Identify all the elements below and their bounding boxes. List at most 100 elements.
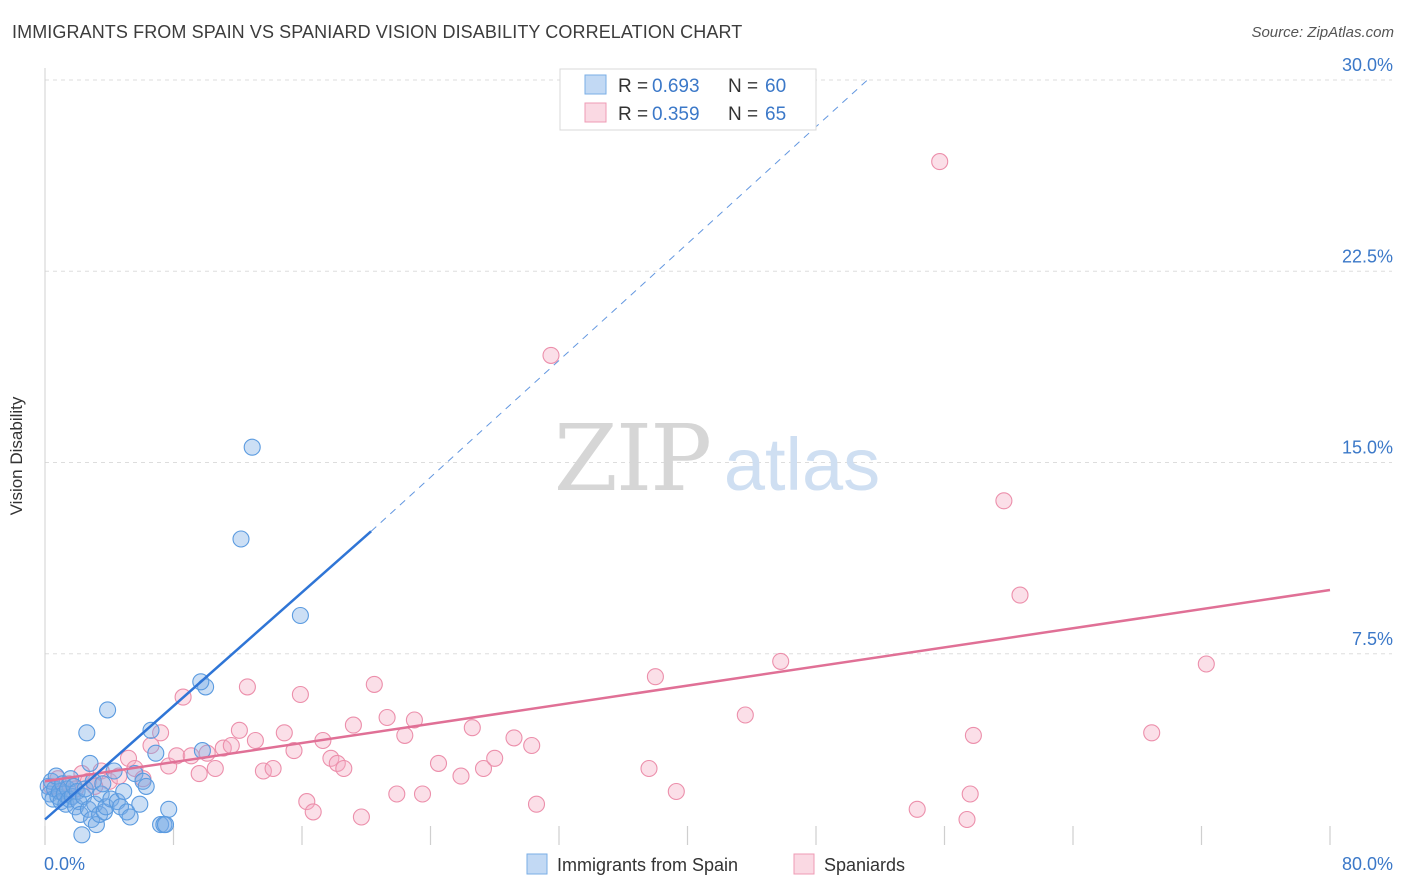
chart-title: IMMIGRANTS FROM SPAIN VS SPANIARD VISION… (12, 22, 743, 42)
data-point-pink (772, 652, 790, 670)
data-point-pink (335, 759, 353, 778)
data-point-blue (118, 803, 136, 821)
data-point-pink (667, 782, 685, 801)
data-point-pink (452, 767, 470, 785)
data-point-pink (378, 708, 396, 727)
legend-series-pink-label: Spaniards (824, 855, 905, 875)
data-point-pink (264, 759, 282, 778)
data-point-blue (121, 808, 139, 826)
data-point-pink (542, 346, 560, 364)
legend-bottom-swatch-pink (793, 853, 815, 875)
y-tick-label: 30.0% (1342, 55, 1393, 75)
y-tick-label: 15.0% (1342, 438, 1393, 458)
data-point-blue (78, 724, 96, 742)
data-point-blue (81, 754, 99, 772)
trend-line-pink (44, 588, 1331, 783)
data-point-pink (413, 785, 432, 803)
data-point-blue (73, 826, 91, 844)
legend-r-label-pink: R = (618, 104, 648, 125)
trend-line-blue-extension (370, 79, 868, 532)
data-point-blue (94, 775, 112, 793)
data-point-pink (958, 810, 976, 829)
data-point-blue (99, 701, 117, 719)
data-point-blue (131, 795, 149, 813)
data-point-pink (285, 742, 303, 760)
data-point-blue (243, 438, 261, 456)
legend-n-value-blue: 60 (765, 76, 786, 97)
legend-r-label-blue: R = (618, 76, 648, 97)
data-point-pink (291, 685, 309, 704)
watermark-atlas: atlas (724, 423, 880, 506)
data-point-pink (190, 765, 208, 783)
data-point-pink (405, 711, 423, 729)
legend-series: Immigrants from Spain Spaniards (526, 853, 905, 875)
legend-bottom-swatch-blue (526, 853, 548, 875)
data-point-blue (134, 772, 152, 790)
data-point-pink (995, 492, 1013, 510)
data-point-pink (388, 785, 406, 803)
data-point-blue (142, 721, 160, 739)
legend-n-label-blue: N = (728, 76, 758, 97)
legend-series-blue-label: Immigrants from Spain (557, 855, 738, 875)
legend-n-value-pink: 65 (765, 104, 786, 125)
data-point-pink (640, 759, 658, 778)
data-point-pink (523, 736, 541, 755)
data-point-pink (486, 749, 504, 767)
data-point-pink (527, 795, 546, 813)
legend-r-value-blue: 0.693 (652, 76, 700, 97)
data-point-pink (230, 721, 248, 739)
data-point-pink (505, 729, 523, 747)
chart-source: Source: ZipAtlas.com (1251, 24, 1394, 41)
data-point-pink (931, 153, 949, 171)
legend-r-value-pink: 0.359 (652, 104, 700, 125)
data-point-blue (156, 816, 175, 834)
data-point-pink (206, 759, 224, 778)
axes (44, 68, 1331, 845)
y-tick-label: 22.5% (1342, 246, 1393, 266)
data-point-pink (304, 803, 322, 821)
data-point-pink (119, 749, 138, 767)
data-point-pink (152, 724, 170, 742)
data-point-blue (115, 782, 133, 801)
data-point-blue (147, 744, 165, 762)
data-point-blue (87, 816, 105, 834)
data-point-pink (298, 793, 316, 811)
data-point-pink (254, 762, 272, 780)
data-point-blue (137, 777, 155, 795)
data-point-pink (246, 731, 264, 750)
data-point-pink (961, 785, 979, 803)
data-point-pink (908, 800, 926, 818)
legend-stats: R = 0.693 N = 60 R = 0.359 N = 65 (559, 68, 817, 131)
y-tick-label: 7.5% (1352, 629, 1393, 649)
trend-lines (370, 79, 868, 532)
data-point-pink (352, 808, 370, 826)
data-point-pink (736, 706, 754, 724)
data-point-blue (232, 530, 250, 548)
data-point-pink (1011, 586, 1029, 604)
legend-swatch-blue (584, 74, 607, 95)
data-point-blue (71, 805, 89, 823)
data-point-pink (1197, 655, 1215, 673)
data-point-pink (344, 716, 362, 734)
data-points (39, 153, 1331, 844)
data-point-pink (463, 719, 481, 737)
watermark-zip: ZIP (554, 405, 710, 512)
gridlines (45, 79, 1392, 655)
legend-swatch-pink (584, 102, 607, 123)
x-tick-label: 0.0% (44, 854, 85, 874)
data-point-pink (238, 678, 256, 696)
data-point-pink (474, 759, 493, 778)
data-point-pink (964, 726, 982, 744)
data-point-pink (396, 726, 414, 744)
data-point-blue (160, 800, 178, 818)
tick-labels: 7.5% 15.0% 22.5% 30.0% 0.0% 80.0% (44, 55, 1393, 874)
data-point-blue (291, 606, 309, 625)
data-point-pink (646, 668, 664, 686)
data-point-pink (222, 736, 240, 755)
data-point-pink (429, 754, 448, 772)
legend-n-label-pink: N = (728, 104, 758, 125)
watermark: ZIP atlas (554, 405, 880, 512)
x-tick-label: 80.0% (1342, 854, 1393, 874)
data-point-pink (275, 724, 293, 742)
